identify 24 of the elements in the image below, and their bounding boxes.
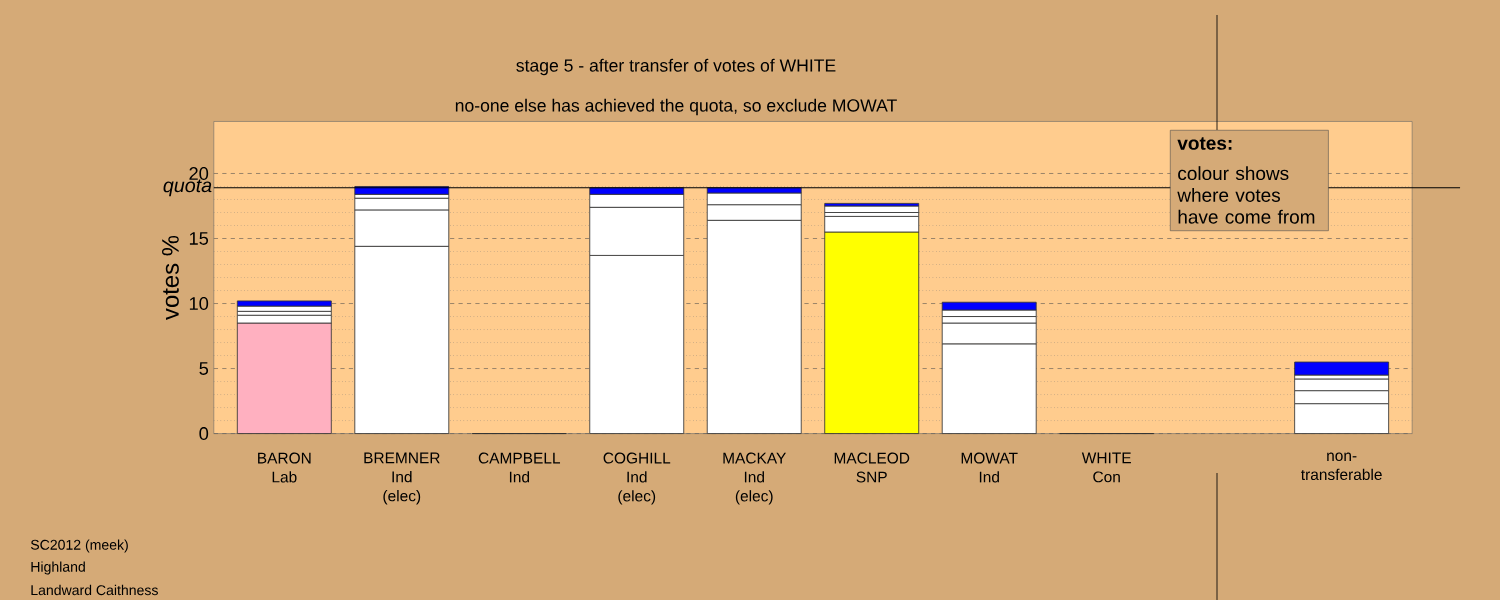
x-tick-label: MOWAT Ind xyxy=(961,452,1018,483)
text: Landward Caithness xyxy=(31,584,158,596)
y-tick-label: 20 xyxy=(189,167,209,180)
x-tick-label: MACLEOD SNP xyxy=(834,452,910,483)
bar xyxy=(1294,361,1390,376)
x-tick-label: non- transferable xyxy=(1301,452,1382,481)
annotation: votes: xyxy=(1177,137,1232,150)
y-tick-label: 0 xyxy=(199,427,209,441)
y-tick-label: 15 xyxy=(189,232,209,245)
x-tick-label: COGHILL Ind (elec) xyxy=(603,452,671,505)
text: SC2012 (meek) xyxy=(30,539,128,553)
text: Highland xyxy=(31,561,85,575)
x-tick-label: BREMNER Ind (elec) xyxy=(364,452,440,505)
annotation: colour shows where votes have come from xyxy=(1177,166,1315,224)
x-tick-label: WHITE Con xyxy=(1081,452,1131,483)
ref-line-label: quota xyxy=(163,179,212,197)
x-tick-label: CAMPBELL Ind xyxy=(478,452,561,483)
x-tick-label: BARON Lab xyxy=(258,452,311,483)
y-tick-label: 10 xyxy=(189,297,209,310)
y-tick-label: 5 xyxy=(199,362,209,375)
chart-subtitle: no-one else has achieved the quota, so exclude MOWAT xyxy=(455,98,897,116)
x-tick-label: MACKAY Ind (elec) xyxy=(723,452,786,505)
chart-title: stage 5 - after transfer of votes of WHITE xyxy=(516,58,836,76)
y-axis-title: votes % xyxy=(162,235,179,320)
